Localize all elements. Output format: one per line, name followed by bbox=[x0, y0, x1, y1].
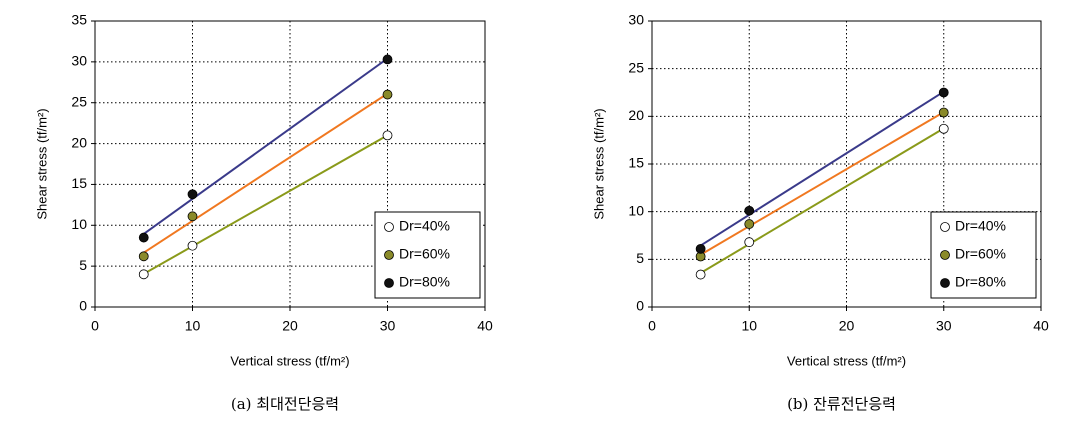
x-tick-label: 40 bbox=[477, 318, 493, 334]
trend-line bbox=[143, 134, 388, 275]
legend-label: Dr=80% bbox=[955, 274, 1006, 290]
y-tick-label: 5 bbox=[636, 250, 644, 266]
y-tick-label: 30 bbox=[71, 53, 87, 69]
data-point bbox=[695, 243, 706, 254]
x-tick-label: 10 bbox=[741, 318, 757, 334]
x-axis-label: Vertical stress (tf/m²) bbox=[787, 353, 906, 368]
y-tick-label: 0 bbox=[636, 298, 644, 314]
trend-line bbox=[143, 57, 389, 235]
data-point bbox=[187, 189, 198, 200]
legend-marker bbox=[384, 278, 394, 288]
x-tick-label: 30 bbox=[936, 318, 952, 334]
y-tick-label: 5 bbox=[79, 257, 87, 273]
data-point bbox=[187, 240, 198, 251]
trend-line bbox=[143, 92, 389, 254]
data-point bbox=[382, 89, 393, 100]
plot-frame bbox=[94, 20, 486, 308]
y-tick-label: 20 bbox=[628, 107, 644, 123]
x-tick-label: 0 bbox=[648, 318, 656, 334]
data-point bbox=[382, 54, 393, 65]
legend-label: Dr=60% bbox=[399, 246, 450, 262]
data-point bbox=[138, 251, 149, 262]
trend-line bbox=[700, 90, 945, 247]
y-tick-label: 35 bbox=[71, 12, 87, 28]
y-axis-label: Shear stress (tf/m²) bbox=[34, 108, 49, 219]
legend-marker bbox=[384, 222, 394, 232]
y-tick-label: 10 bbox=[628, 202, 644, 218]
trend-line bbox=[700, 111, 945, 256]
legend-label: Dr=40% bbox=[955, 218, 1006, 234]
legend-marker bbox=[940, 278, 950, 288]
x-axis-label: Vertical stress (tf/m²) bbox=[230, 353, 349, 368]
data-point bbox=[382, 130, 393, 141]
data-point bbox=[695, 269, 706, 280]
plot-frame bbox=[651, 20, 1042, 308]
y-tick-label: 15 bbox=[71, 175, 87, 191]
y-tick-label: 20 bbox=[71, 134, 87, 150]
x-tick-label: 20 bbox=[282, 318, 298, 334]
x-tick-label: 0 bbox=[91, 318, 99, 334]
y-tick-label: 30 bbox=[628, 12, 644, 28]
legend-label: Dr=60% bbox=[955, 246, 1006, 262]
y-tick-label: 10 bbox=[71, 216, 87, 232]
x-tick-label: 10 bbox=[185, 318, 201, 334]
legend-marker bbox=[940, 222, 950, 232]
y-tick-label: 15 bbox=[628, 155, 644, 171]
x-tick-label: 30 bbox=[380, 318, 396, 334]
y-axis-label: Shear stress (tf/m²) bbox=[591, 108, 606, 219]
legend-label: Dr=40% bbox=[399, 218, 450, 234]
caption: (b) 잔류전단응력 bbox=[787, 395, 896, 413]
data-point bbox=[138, 232, 149, 243]
data-point bbox=[138, 269, 149, 280]
legend-label: Dr=80% bbox=[399, 274, 450, 290]
y-tick-label: 25 bbox=[71, 93, 87, 109]
data-point bbox=[187, 211, 198, 222]
y-tick-label: 25 bbox=[628, 59, 644, 75]
data-point bbox=[938, 87, 949, 98]
legend-marker bbox=[940, 250, 950, 260]
x-tick-label: 20 bbox=[839, 318, 855, 334]
caption: (a) 최대전단응력 bbox=[231, 395, 339, 413]
data-point bbox=[744, 219, 755, 229]
data-point bbox=[744, 205, 755, 216]
trend-line bbox=[700, 127, 945, 274]
data-point bbox=[744, 237, 755, 248]
data-point bbox=[938, 107, 949, 118]
legend-marker bbox=[384, 250, 394, 260]
y-tick-label: 0 bbox=[79, 298, 87, 314]
data-point bbox=[938, 123, 949, 134]
x-tick-label: 40 bbox=[1033, 318, 1049, 334]
